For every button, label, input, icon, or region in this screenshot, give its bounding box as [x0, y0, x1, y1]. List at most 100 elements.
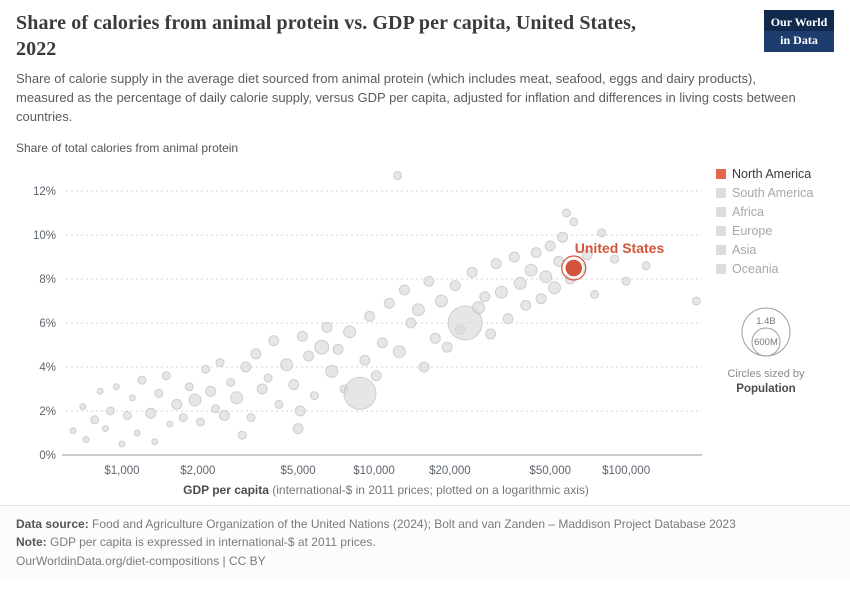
- data-point[interactable]: [82, 435, 90, 443]
- data-point[interactable]: [581, 248, 593, 260]
- data-point[interactable]: [314, 339, 330, 355]
- data-point[interactable]: [321, 321, 333, 333]
- legend-item-oceania[interactable]: Oceania: [716, 262, 834, 276]
- data-point[interactable]: [154, 388, 164, 398]
- data-point[interactable]: [530, 246, 542, 258]
- data-point[interactable]: [112, 382, 120, 390]
- data-point[interactable]: [535, 292, 547, 304]
- data-point[interactable]: [118, 440, 126, 448]
- data-point[interactable]: [405, 317, 417, 329]
- data-point[interactable]: [145, 407, 157, 419]
- data-point[interactable]: [122, 410, 132, 420]
- data-point[interactable]: [392, 344, 406, 358]
- data-point[interactable]: [256, 383, 268, 395]
- data-point[interactable]: [201, 364, 211, 374]
- owid-url-link[interactable]: OurWorldinData.org/diet-compositions: [16, 553, 220, 568]
- highlight-point-united-states[interactable]: [564, 257, 584, 278]
- data-point[interactable]: [490, 257, 502, 269]
- data-point[interactable]: [296, 330, 308, 342]
- data-point[interactable]: [332, 343, 344, 355]
- data-point[interactable]: [418, 361, 430, 373]
- data-point[interactable]: [184, 381, 194, 391]
- legend-item-north-america[interactable]: North America: [716, 167, 834, 181]
- data-point[interactable]: [569, 216, 579, 226]
- data-point[interactable]: [557, 231, 569, 243]
- data-point[interactable]: [240, 361, 252, 373]
- data-point[interactable]: [370, 369, 382, 381]
- data-point[interactable]: [128, 393, 136, 401]
- data-point[interactable]: [544, 240, 556, 252]
- data-point[interactable]: [133, 429, 141, 437]
- data-point[interactable]: [226, 377, 236, 387]
- data-point[interactable]: [597, 227, 607, 237]
- data-point[interactable]: [449, 279, 461, 291]
- data-point[interactable]: [280, 357, 294, 371]
- data-point[interactable]: [423, 275, 435, 287]
- data-point[interactable]: [218, 409, 230, 421]
- data-point[interactable]: [434, 294, 448, 308]
- data-point[interactable]: [447, 305, 483, 341]
- data-point[interactable]: [621, 276, 631, 286]
- data-point[interactable]: [96, 387, 104, 395]
- legend-item-south-america[interactable]: South America: [716, 186, 834, 200]
- data-point[interactable]: [79, 402, 87, 410]
- data-point[interactable]: [441, 341, 453, 353]
- data-point[interactable]: [166, 420, 174, 428]
- data-point[interactable]: [250, 347, 262, 359]
- data-point[interactable]: [508, 251, 520, 263]
- legend-item-asia[interactable]: Asia: [716, 243, 834, 257]
- data-point[interactable]: [520, 299, 532, 311]
- data-point[interactable]: [294, 405, 306, 417]
- data-point[interactable]: [393, 170, 403, 180]
- data-point[interactable]: [479, 290, 491, 302]
- data-point[interactable]: [548, 280, 561, 294]
- data-point[interactable]: [69, 426, 77, 434]
- data-point[interactable]: [171, 398, 183, 410]
- owid-logo[interactable]: Our World in Data: [764, 10, 834, 53]
- data-point[interactable]: [343, 324, 357, 338]
- data-point[interactable]: [562, 208, 571, 218]
- data-point[interactable]: [429, 332, 441, 344]
- data-point[interactable]: [502, 312, 514, 324]
- data-point[interactable]: [325, 364, 339, 378]
- data-point[interactable]: [292, 422, 304, 434]
- data-point[interactable]: [485, 328, 497, 340]
- data-point[interactable]: [90, 414, 100, 424]
- data-point[interactable]: [691, 296, 701, 306]
- data-point[interactable]: [274, 399, 284, 409]
- data-point[interactable]: [211, 403, 220, 413]
- data-point[interactable]: [230, 390, 244, 404]
- data-point[interactable]: [101, 424, 109, 432]
- data-point[interactable]: [364, 310, 376, 322]
- data-point[interactable]: [137, 375, 147, 385]
- data-point[interactable]: [590, 289, 600, 299]
- data-point[interactable]: [161, 370, 171, 380]
- data-point[interactable]: [641, 260, 651, 270]
- data-point[interactable]: [105, 406, 115, 416]
- data-point[interactable]: [376, 336, 388, 348]
- data-point[interactable]: [246, 412, 256, 422]
- data-point[interactable]: [383, 297, 395, 309]
- data-point[interactable]: [205, 385, 217, 397]
- scatter-plot[interactable]: 0% 2% 4% 6% 8% 10% 12% $1,000 $2,000 $5,000 $10,00…: [16, 159, 706, 489]
- data-point[interactable]: [151, 437, 159, 445]
- data-point[interactable]: [343, 376, 377, 410]
- data-point[interactable]: [494, 285, 508, 299]
- data-point[interactable]: [237, 430, 247, 440]
- data-point[interactable]: [263, 373, 273, 383]
- data-point[interactable]: [398, 284, 410, 296]
- data-point[interactable]: [303, 350, 315, 362]
- legend-item-europe[interactable]: Europe: [716, 224, 834, 238]
- data-point[interactable]: [288, 378, 300, 390]
- data-point[interactable]: [539, 269, 553, 283]
- legend-item-africa[interactable]: Africa: [716, 205, 834, 219]
- data-point[interactable]: [472, 300, 486, 314]
- data-point[interactable]: [188, 393, 202, 407]
- data-point[interactable]: [359, 354, 371, 366]
- data-point[interactable]: [513, 276, 527, 290]
- data-point[interactable]: [268, 334, 280, 346]
- data-point[interactable]: [215, 357, 225, 367]
- data-point[interactable]: [178, 412, 188, 422]
- data-point[interactable]: [524, 263, 538, 277]
- data-point[interactable]: [466, 266, 478, 278]
